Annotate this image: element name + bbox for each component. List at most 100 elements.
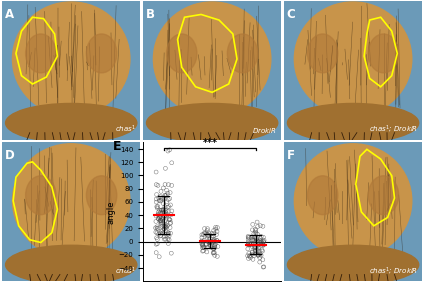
Point (204, 232, 211, 237)
Point (245, 237, 252, 242)
Point (247, 254, 253, 258)
Point (161, 224, 168, 228)
Point (210, 231, 217, 236)
Point (253, 238, 260, 242)
Text: $chas^1$: $chas^1$ (115, 124, 136, 135)
Point (162, 223, 169, 227)
Text: E: E (113, 140, 121, 153)
Point (157, 194, 164, 199)
Point (212, 245, 218, 250)
Point (255, 253, 262, 257)
Point (157, 199, 164, 203)
Point (210, 228, 217, 233)
Point (249, 237, 255, 242)
Point (206, 242, 213, 247)
Text: C: C (287, 8, 296, 21)
Point (154, 226, 160, 231)
Point (249, 250, 256, 254)
Point (250, 257, 256, 262)
Point (166, 217, 173, 222)
Point (203, 237, 210, 241)
Point (209, 241, 215, 245)
Point (260, 239, 266, 243)
Point (253, 248, 260, 253)
Point (165, 209, 171, 213)
Point (247, 241, 253, 246)
Ellipse shape (294, 144, 412, 258)
Point (212, 225, 219, 230)
Ellipse shape (288, 103, 419, 142)
Ellipse shape (86, 176, 117, 215)
Point (247, 242, 253, 247)
Point (199, 242, 206, 246)
Text: $DrokiR$: $DrokiR$ (253, 126, 277, 135)
Point (153, 197, 159, 201)
Point (168, 251, 175, 255)
Point (245, 240, 252, 244)
Point (204, 245, 211, 249)
Point (254, 239, 261, 243)
Ellipse shape (12, 2, 130, 116)
Point (163, 200, 170, 204)
Point (162, 237, 169, 241)
Point (252, 228, 259, 233)
Point (246, 242, 253, 247)
Point (154, 204, 161, 209)
Point (162, 213, 169, 218)
Ellipse shape (368, 34, 398, 73)
Point (256, 238, 263, 243)
Point (199, 249, 206, 254)
Point (244, 242, 251, 247)
Text: D: D (5, 149, 15, 162)
Point (253, 236, 260, 241)
Point (260, 235, 267, 239)
Point (214, 229, 220, 234)
Point (167, 203, 174, 207)
Point (156, 199, 162, 203)
Point (212, 239, 219, 244)
Point (259, 249, 266, 253)
Point (255, 240, 261, 244)
Point (158, 222, 165, 226)
Point (165, 149, 171, 153)
Point (259, 257, 266, 262)
Point (246, 254, 253, 259)
Point (162, 218, 169, 223)
Point (199, 243, 206, 248)
Point (167, 217, 173, 222)
Point (154, 206, 161, 210)
Point (157, 234, 164, 238)
Point (249, 244, 256, 249)
Point (200, 232, 207, 237)
Point (252, 235, 258, 240)
Point (159, 231, 166, 235)
Point (249, 252, 255, 257)
Point (155, 217, 162, 221)
Point (161, 235, 168, 239)
Ellipse shape (308, 176, 338, 215)
Point (161, 196, 168, 201)
Point (165, 241, 172, 246)
Point (210, 234, 217, 239)
Ellipse shape (308, 34, 338, 73)
Point (259, 241, 266, 246)
Point (253, 231, 259, 235)
Point (167, 190, 173, 195)
Point (157, 215, 163, 219)
Point (160, 210, 167, 214)
Point (260, 243, 267, 247)
Point (206, 231, 212, 235)
Point (257, 223, 264, 228)
Point (162, 225, 169, 230)
Point (209, 232, 215, 236)
Point (159, 217, 165, 221)
Point (153, 250, 159, 255)
Point (155, 232, 162, 236)
Point (251, 235, 258, 240)
Point (163, 193, 170, 198)
Point (255, 248, 261, 252)
Point (255, 239, 262, 244)
Ellipse shape (146, 103, 278, 142)
Point (166, 237, 173, 242)
Point (212, 227, 219, 231)
